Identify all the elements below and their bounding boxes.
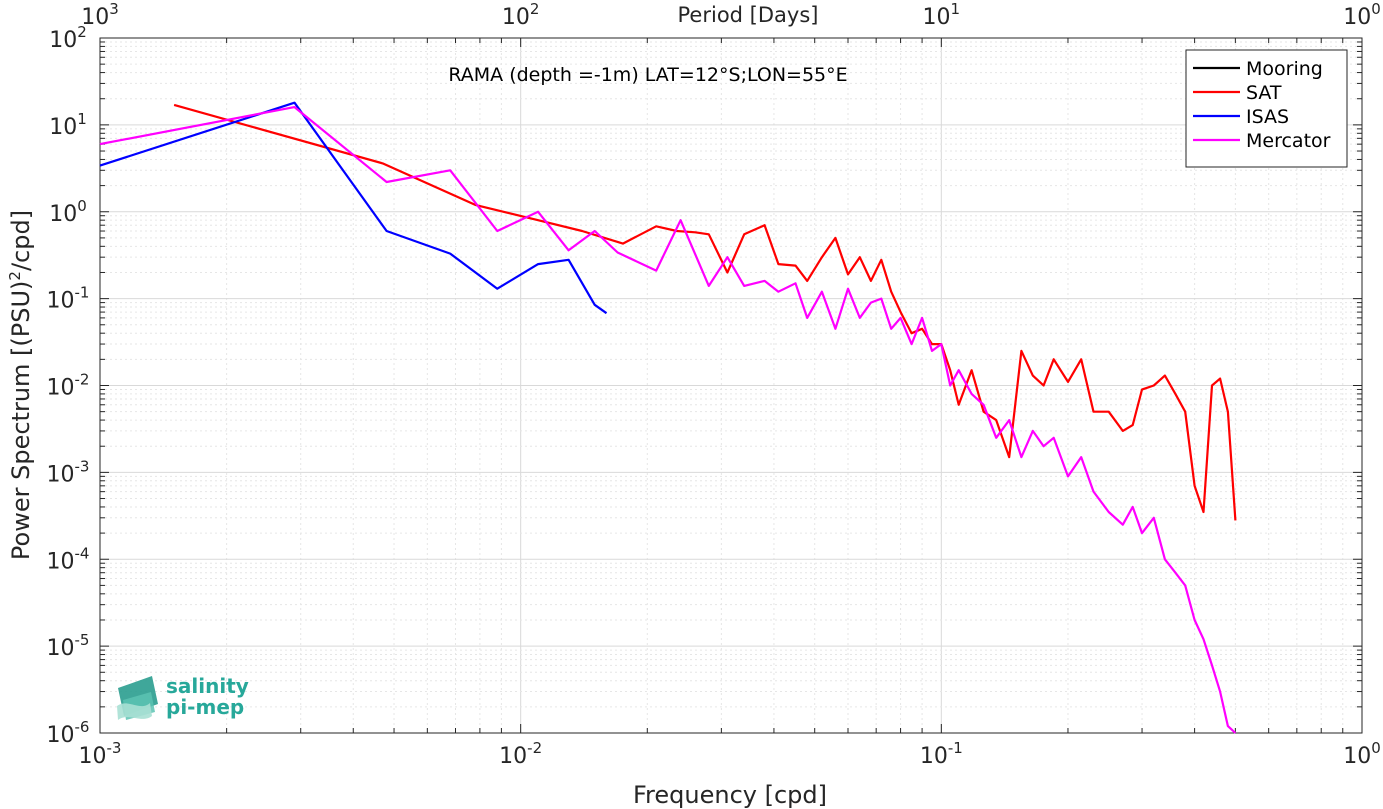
top-tick-label: 102 bbox=[502, 0, 540, 30]
series-lines bbox=[99, 101, 1237, 734]
tick-marks bbox=[99, 38, 1362, 734]
y-tick-label: 10-5 bbox=[47, 631, 90, 661]
y-tick-label: 102 bbox=[49, 23, 87, 53]
top-tick-label: 103 bbox=[81, 0, 119, 30]
chart-annotation: RAMA (depth =-1m) LAT=12°S;LON=55°E bbox=[448, 64, 847, 86]
logo-waves-icon bbox=[117, 676, 158, 720]
logo-line-1: salinity bbox=[166, 674, 249, 698]
legend-label: Mooring bbox=[1246, 58, 1323, 80]
grid bbox=[99, 38, 1362, 734]
y-tick-label: 100 bbox=[49, 197, 87, 227]
top-axis-title: Period [Days] bbox=[678, 3, 819, 27]
x-axis-title: Frequency [cpd] bbox=[633, 781, 827, 809]
y-tick-label: 10-2 bbox=[47, 371, 90, 401]
logo-line-2: pi-mep bbox=[166, 695, 244, 719]
top-tick-label: 101 bbox=[923, 0, 961, 30]
series-line-isas bbox=[99, 101, 608, 315]
x-tick-label: 100 bbox=[1343, 739, 1381, 769]
y-tick-label: 10-6 bbox=[47, 718, 90, 748]
y-axis-title: Power Spectrum [(PSU)2/cpd] bbox=[6, 210, 35, 560]
legend-label: SAT bbox=[1246, 82, 1282, 104]
legend-label: Mercator bbox=[1246, 130, 1331, 152]
salinity-pimep-logo: salinity pi-mep bbox=[117, 674, 249, 720]
x-tick-label: 10-3 bbox=[79, 739, 122, 769]
top-tick-label: 100 bbox=[1343, 0, 1381, 30]
series-line-mercator bbox=[99, 105, 1237, 734]
x-tick-label: 10-2 bbox=[499, 739, 542, 769]
series-line-sat bbox=[173, 103, 1237, 521]
y-axis-title-sup: 2 bbox=[6, 271, 24, 281]
y-axis-title-end: /cpd] bbox=[7, 210, 35, 271]
y-tick-label: 101 bbox=[49, 110, 87, 140]
legend-box bbox=[1185, 49, 1348, 168]
y-tick-label: 10-1 bbox=[47, 284, 90, 314]
y-tick-label: 10-4 bbox=[47, 544, 90, 574]
legend-label: ISAS bbox=[1246, 106, 1289, 128]
y-tick-label: 10-3 bbox=[47, 457, 90, 487]
x-tick-label: 10-1 bbox=[920, 739, 963, 769]
